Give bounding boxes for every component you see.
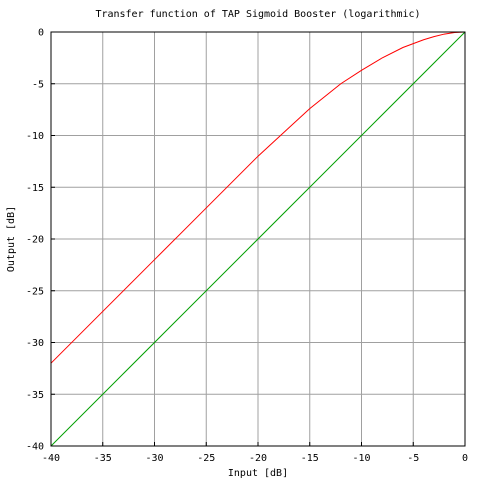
y-tick-label-1: -35 — [26, 390, 44, 401]
x-tick-label-6: -10 — [352, 453, 370, 464]
y-tick-label-6: -10 — [26, 131, 44, 142]
series-line-1 — [50, 31, 466, 447]
x-tick-label-8: 0 — [462, 453, 468, 464]
x-axis-label: Input [dB] — [228, 468, 288, 479]
x-tick-label-5: -15 — [301, 453, 319, 464]
tick-labels: -40 -35 -30 -25 -20 -15 -10 -5 0 -40 -35 -30 -25 -20 -… — [26, 28, 468, 465]
series-line-0 — [50, 31, 466, 364]
y-tick-label-2: -30 — [26, 338, 44, 349]
x-tick-label-7: -5 — [407, 453, 419, 464]
x-tick-label-3: -25 — [197, 453, 215, 464]
y-tick-label-8: 0 — [38, 28, 44, 39]
y-axis-label: Output [dB] — [6, 206, 17, 272]
x-tick-label-4: -20 — [249, 453, 267, 464]
y-tick-label-0: -40 — [26, 442, 44, 453]
y-tick-label-7: -5 — [32, 79, 44, 90]
y-tick-label-4: -20 — [26, 235, 44, 246]
y-tick-label-3: -25 — [26, 286, 44, 297]
x-tick-label-0: -40 — [42, 453, 60, 464]
x-tick-label-1: -35 — [94, 453, 112, 464]
x-tick-label-2: -30 — [145, 453, 163, 464]
chart-title: Transfer function of TAP Sigmoid Booster… — [95, 9, 420, 20]
series-layer — [50, 31, 466, 447]
y-tick-label-5: -15 — [26, 183, 44, 194]
